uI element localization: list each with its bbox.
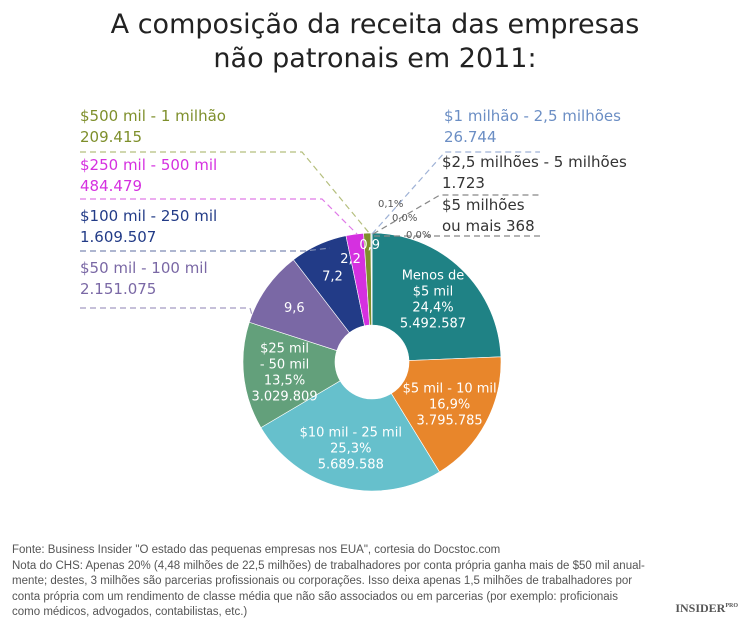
slice-label: $5 mil - 10 mil 16,9% 3.795.785 (403, 381, 497, 428)
slice-outer-label: 0,0% (392, 213, 417, 224)
slice-outer-label: 0,0% (406, 230, 431, 241)
callout-range: $1 milhão - 2,5 milhões (444, 107, 621, 125)
slice-label: 7,2 (322, 270, 343, 285)
callout-count: 2.151.075 (80, 280, 157, 298)
slice-label: $25 mil - 50 mil 13,5% 3.029.809 (251, 342, 317, 405)
donut-slice (371, 232, 502, 361)
slice-label: 0,9 (359, 238, 380, 253)
callout-count: 1.609.507 (80, 228, 157, 246)
callout-range: $5 milhões (442, 196, 525, 214)
callout-range: $250 mil - 500 mil (80, 156, 218, 174)
slice-label: 2,2 (340, 252, 361, 267)
leader-line (80, 151, 371, 235)
leader-line (372, 194, 540, 235)
callout-count: 484.479 (80, 177, 143, 195)
callout-count: 1.723 (442, 174, 485, 192)
callout-100k-250k: $100 mil - 250 mil 1.609.507 (80, 206, 217, 248)
logo-sup: PRO (725, 603, 738, 609)
logo-text: INSIDER (675, 601, 726, 615)
chart-title-line-2: não patronais em 2011: (213, 43, 537, 74)
footer-note-line: conta própria com um rendimento de class… (12, 590, 618, 603)
slice-label: $10 mil - 25 mil 25,3% 5.689.588 (300, 425, 402, 472)
donut-slice (260, 380, 440, 492)
callout-range: $500 mil - 1 milhão (80, 107, 226, 125)
footer-notes: Fonte: Business Insider "O estado das pe… (12, 543, 692, 621)
callout-50k-100k: $50 mil - 100 mil 2.151.075 (80, 258, 208, 300)
callout-count: 209.415 (80, 128, 143, 146)
slice-outer-label: 0,1% (378, 199, 403, 210)
chart-title-line-1: A composição da receita das empresas (110, 9, 640, 40)
callout-range: $2,5 milhões - 5 milhões (442, 153, 627, 171)
donut-slice (242, 321, 341, 429)
leader-line (80, 198, 358, 235)
footer-note-line: Nota do CHS: Apenas 20% (4,48 milhões de… (12, 559, 645, 572)
callout-1m-2-5m: $1 milhão - 2,5 milhões 26.744 (444, 106, 621, 148)
footer-note-line: como médicos, advogados, contabilistas, … (12, 606, 248, 618)
insider-pro-logo: INSIDERPRO (675, 601, 738, 616)
callout-500k-1m: $500 mil - 1 milhão 209.415 (80, 106, 226, 148)
callout-range: $100 mil - 250 mil (80, 207, 218, 225)
footer-note-line: mente; destes, 3 milhões são parcerias p… (12, 575, 633, 587)
leader-line (80, 307, 253, 316)
callout-250k-500k: $250 mil - 500 mil 484.479 (80, 155, 217, 197)
callout-2-5m-5m: $2,5 milhões - 5 milhões 1.723 (442, 152, 627, 194)
callout-range: $50 mil - 100 mil (80, 259, 208, 277)
callout-count: 26.744 (444, 128, 497, 146)
donut-slice (390, 356, 502, 473)
callout-5m-plus: $5 milhões ou mais 368 (442, 195, 535, 237)
leader-line (80, 247, 331, 252)
slice-label: 9,6 (284, 301, 305, 316)
slice-label: Menos de $5 mil 24,4% 5.492.587 (400, 269, 466, 332)
footer-source: Fonte: Business Insider "O estado das pe… (12, 544, 501, 556)
leader-line (371, 151, 540, 235)
callout-count: ou mais 368 (442, 217, 535, 235)
